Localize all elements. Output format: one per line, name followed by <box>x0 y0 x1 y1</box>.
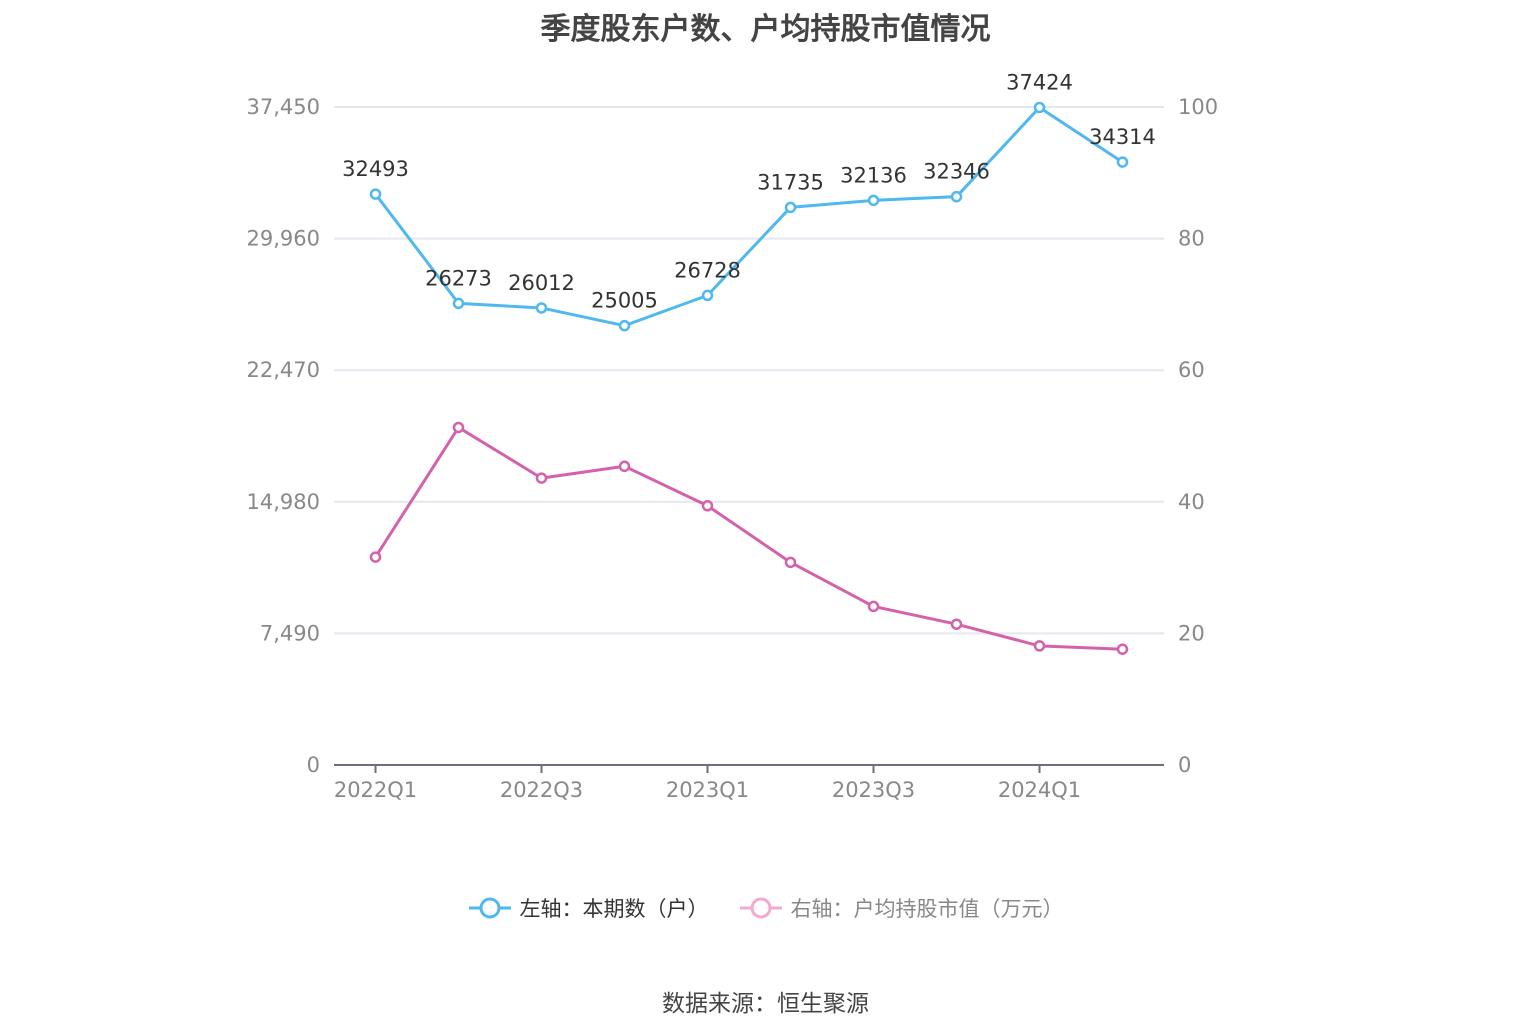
series-line-1 <box>374 425 1123 651</box>
x-axis-tick-label: 2022Q1 <box>334 778 417 802</box>
data-label: 31735 <box>757 170 824 194</box>
data-point[interactable] <box>867 600 880 613</box>
legend-marker-avg-holding-value <box>739 897 782 919</box>
data-point[interactable] <box>1116 643 1129 655</box>
data-label: 25005 <box>591 289 658 313</box>
chart-title: 季度股东户数、户均持股市值情况 <box>540 12 991 47</box>
x-axis-tick-label: 2023Q1 <box>666 778 749 802</box>
data-source-note: 数据来源：恒生聚源 <box>662 991 869 1017</box>
left-axis-tick-label: 29,960 <box>247 227 320 251</box>
data-point[interactable] <box>701 499 714 512</box>
data-point[interactable] <box>867 194 880 207</box>
right-axis-tick-label: 40 <box>1178 490 1205 514</box>
legend-label-households: 左轴：本期数（户） <box>519 897 709 921</box>
data-label: 26012 <box>508 271 575 295</box>
right-axis-tick-label: 0 <box>1178 753 1191 777</box>
grid-lines <box>334 106 1164 635</box>
data-label: 32493 <box>342 157 409 181</box>
left-axis-tick-label: 22,470 <box>247 358 320 382</box>
data-label: 37424 <box>1006 70 1073 94</box>
right-axis-tick-label: 80 <box>1178 227 1205 251</box>
data-point[interactable] <box>452 421 465 434</box>
data-point[interactable] <box>535 302 548 314</box>
x-axis-tick-label: 2022Q3 <box>500 778 583 802</box>
right-axis-tick-label: 100 <box>1178 95 1218 119</box>
data-point[interactable] <box>535 472 548 484</box>
data-labels: 32493 26273 26012 25005 26728 31735 32136 32346… <box>342 70 1156 312</box>
data-point[interactable] <box>452 297 465 310</box>
data-point[interactable] <box>369 188 382 200</box>
data-label: 32346 <box>923 160 990 184</box>
series-lines <box>369 101 1129 655</box>
data-point[interactable] <box>618 460 631 473</box>
data-label: 34314 <box>1089 125 1156 149</box>
x-axis-tick-label: 2023Q3 <box>832 778 915 802</box>
data-label: 26728 <box>674 258 741 282</box>
data-point[interactable] <box>950 190 963 203</box>
legend-marker-households <box>468 897 511 919</box>
right-axis-tick-label: 20 <box>1178 621 1205 645</box>
legend-item-households[interactable]: 左轴：本期数（户） <box>468 893 709 923</box>
series-line-0 <box>374 105 1124 328</box>
data-point[interactable] <box>1033 101 1046 114</box>
left-axis-tick-label: 14,980 <box>247 490 320 514</box>
data-point[interactable] <box>784 201 797 214</box>
data-point[interactable] <box>1033 640 1046 652</box>
data-point[interactable] <box>950 618 963 630</box>
data-label: 26273 <box>425 266 492 290</box>
legend-item-avg-holding-value[interactable]: 右轴：户均持股市值（万元） <box>739 893 1064 923</box>
axes: 0 0 7,490 20 14,980 40 22,470 60 29,960 80 37,450 1… <box>247 95 1219 802</box>
left-axis-tick-label: 0 <box>307 753 320 777</box>
legend-label-avg-holding-value: 右轴：户均持股市值（万元） <box>790 897 1064 921</box>
left-axis-tick-label: 7,490 <box>260 621 320 645</box>
data-point[interactable] <box>618 319 631 332</box>
x-axis-tick-label: 2024Q1 <box>998 778 1081 802</box>
data-point[interactable] <box>369 551 382 563</box>
data-label: 32136 <box>840 163 907 187</box>
data-point[interactable] <box>1116 156 1129 168</box>
left-axis-tick-label: 37,450 <box>247 95 320 119</box>
data-point[interactable] <box>701 289 714 302</box>
right-axis-tick-label: 60 <box>1178 358 1205 382</box>
legend: 左轴：本期数（户） 右轴：户均持股市值（万元） <box>0 893 1531 923</box>
data-point[interactable] <box>784 556 797 569</box>
